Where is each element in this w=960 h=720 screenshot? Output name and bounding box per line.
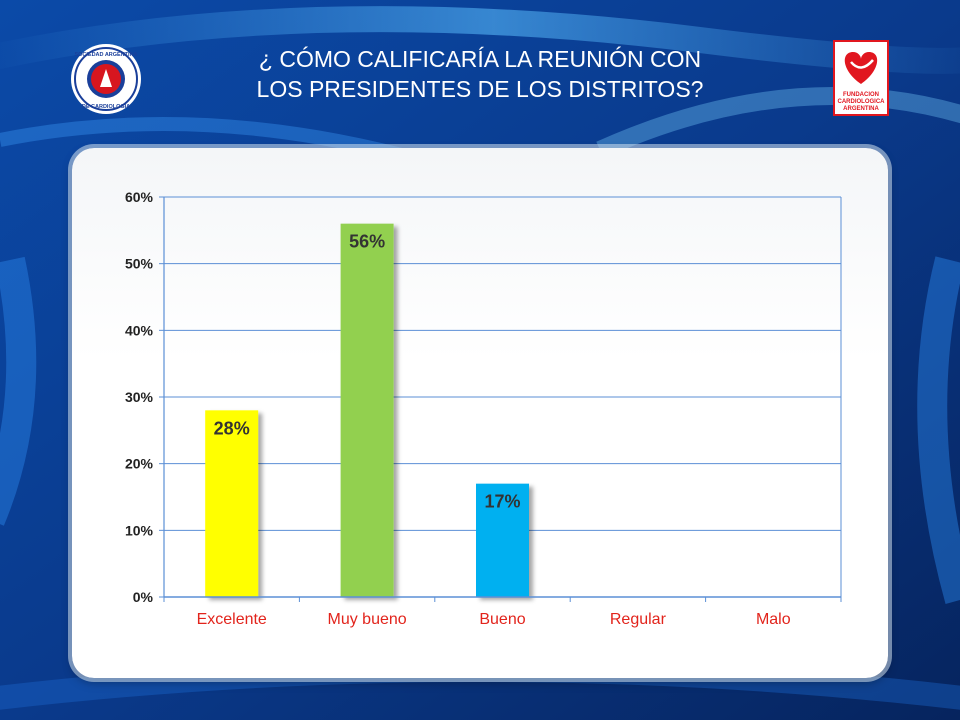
- y-tick-label: 10%: [125, 522, 154, 538]
- svg-text:FUNDACION: FUNDACION: [843, 92, 879, 98]
- y-tick-label: 50%: [125, 256, 154, 272]
- y-tick-label: 60%: [125, 189, 154, 205]
- x-category-label: Regular: [610, 611, 667, 628]
- y-tick-label: 0%: [133, 589, 154, 605]
- bar-bueno: [476, 483, 529, 597]
- bar-excelente: [205, 410, 259, 597]
- x-category-label: Excelente: [197, 611, 267, 628]
- x-category-label: Bueno: [479, 611, 525, 628]
- title-line-1: ¿ CÓMO CALIFICARÍA LA REUNIÓN CON: [258, 46, 702, 72]
- x-category-label: Malo: [756, 611, 791, 628]
- data-label: 28%: [214, 418, 250, 438]
- svg-text:DE CARDIOLOGIA: DE CARDIOLOGIA: [82, 104, 130, 110]
- title-line-2: LOS PRESIDENTES DE LOS DISTRITOS?: [256, 76, 704, 102]
- x-category-label: Muy bueno: [328, 611, 407, 628]
- svg-text:ARGENTINA: ARGENTINA: [843, 106, 879, 112]
- svg-text:CARDIOLOGICA: CARDIOLOGICA: [838, 99, 886, 105]
- slide-title: ¿ CÓMO CALIFICARÍA LA REUNIÓN CON LOS PR…: [180, 44, 780, 104]
- y-tick-label: 20%: [125, 456, 154, 472]
- data-label: 56%: [349, 232, 385, 252]
- y-tick-label: 40%: [125, 322, 154, 338]
- svg-text:SOCIEDAD ARGENTINA: SOCIEDAD ARGENTINA: [74, 52, 137, 58]
- data-label: 17%: [484, 492, 520, 512]
- fundacion-cardiologica-logo: FUNDACION CARDIOLOGICA ARGENTINA: [833, 40, 889, 116]
- bar-muy-bueno: [340, 223, 394, 597]
- y-tick-label: 30%: [125, 389, 154, 405]
- sociedad-argentina-cardiologia-logo: SOCIEDAD ARGENTINA DE CARDIOLOGIA: [71, 44, 141, 114]
